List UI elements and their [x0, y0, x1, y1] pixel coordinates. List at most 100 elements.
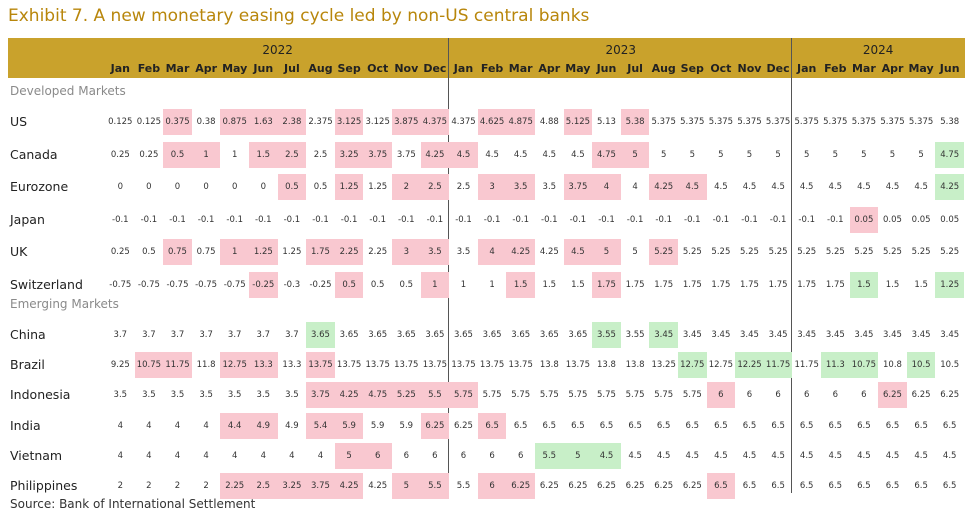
rate-cell: 5.9 — [334, 412, 364, 439]
rate-cell: 6.5 — [571, 420, 585, 431]
rate-cell: 6 — [460, 450, 467, 461]
rate-cell: 5.25 — [392, 382, 421, 409]
rate-cell: 3.125 — [365, 117, 390, 127]
rate-cell: 3.65 — [396, 330, 416, 340]
rate-cell: 4.375 — [451, 117, 476, 127]
rate-cell: 1 — [420, 272, 450, 298]
rate-cell: 6.5 — [477, 412, 507, 439]
year-divider — [791, 38, 793, 493]
rate-cell: 3.7 — [113, 330, 128, 340]
rate-cell: 6.5 — [914, 420, 928, 431]
rate-cell: 5 — [803, 149, 810, 160]
rate-cell: 2.5 — [313, 149, 328, 160]
rate-cell: 6 — [517, 450, 524, 461]
rate-cell: 5.25 — [854, 247, 874, 258]
rate-cell: 6.5 — [914, 481, 928, 491]
rate-cell: 6.25 — [625, 481, 645, 491]
rate-cell: 5 — [334, 442, 364, 469]
rate-cell: 5.38 — [620, 109, 650, 135]
rate-cell: 6 — [489, 450, 495, 461]
rate-cell: 6 — [477, 473, 507, 499]
rate-cell: 6 — [832, 390, 838, 401]
rate-cell: 3.5 — [506, 174, 535, 201]
rate-cell: 6.5 — [742, 420, 757, 431]
rate-cell: 2.5 — [456, 182, 471, 193]
rate-cell: 12.75 — [220, 352, 249, 379]
rate-cell: 4.5 — [571, 149, 585, 160]
rate-cell: 4 — [203, 450, 209, 461]
rate-cell: 6.5 — [599, 420, 614, 431]
rate-cell: 5 — [689, 149, 695, 160]
rate-cell: 1.25 — [368, 182, 388, 193]
rate-cell: 2.5 — [420, 174, 450, 201]
rate-cell: 3.5 — [456, 247, 471, 258]
rate-cell: 6.25 — [506, 473, 535, 499]
section-label: Developed Markets — [10, 84, 126, 98]
rate-cell: 5.5 — [420, 473, 450, 499]
rate-cell: 6.25 — [539, 481, 559, 491]
rate-cell: 4.5 — [828, 450, 843, 461]
rate-cell: 5 — [918, 149, 924, 160]
rate-cell: 4 — [174, 420, 181, 431]
rate-cell: 6.5 — [628, 420, 642, 431]
month-label: Aug — [308, 62, 333, 75]
rate-cell: 5.375 — [823, 117, 848, 127]
row-label: Switzerland — [10, 277, 83, 292]
rate-cell: 0 — [146, 182, 152, 193]
month-label: Apr — [195, 62, 217, 75]
rate-cell: 3.45 — [711, 330, 731, 340]
rate-cell: 3.75 — [563, 174, 593, 201]
rate-cell: 4.5 — [771, 450, 785, 461]
rate-cell: 5.25 — [740, 247, 759, 258]
rate-cell: 13.75 — [565, 360, 591, 371]
rate-cell: 4.5 — [563, 239, 593, 266]
rate-cell: 1 — [220, 239, 249, 266]
rate-cell: 1.25 — [249, 239, 278, 266]
rate-cell: -0.1 — [283, 214, 301, 225]
rate-cell: 0.5 — [163, 141, 192, 168]
rate-cell: 4 — [146, 450, 152, 461]
rate-cell: 4.5 — [828, 182, 843, 193]
year-divider — [448, 38, 450, 493]
rate-cell: 3.7 — [256, 330, 271, 340]
month-label: Jul — [284, 62, 300, 75]
rate-cell: 10.75 — [849, 352, 879, 379]
rate-cell: 1.75 — [740, 280, 759, 290]
rate-cell: 5.75 — [449, 382, 478, 409]
rate-cell: 0.75 — [163, 239, 192, 266]
rate-cell: 3.45 — [911, 330, 931, 340]
rate-cell: 4 — [117, 450, 123, 461]
rate-cell: 13.8 — [539, 360, 559, 371]
rate-cell: 1.5 — [542, 280, 557, 290]
rate-cell: 5.375 — [680, 117, 705, 127]
rate-cell: 4.5 — [714, 450, 728, 461]
rate-cell: 11.75 — [794, 360, 819, 371]
rate-cell: 13.75 — [306, 352, 335, 379]
rate-cell: 3.25 — [277, 473, 307, 499]
rate-cell: 0.05 — [883, 214, 902, 225]
rate-cell: 6.25 — [878, 382, 907, 409]
rate-cell: 0 — [260, 182, 266, 193]
rate-cell: 4 — [592, 174, 621, 201]
rate-cell: 5.25 — [649, 239, 678, 266]
rate-cell: 6.5 — [742, 481, 757, 491]
rate-cell: 5.25 — [940, 247, 960, 258]
month-label: Mar — [508, 62, 533, 75]
rate-cell: -0.1 — [712, 214, 730, 225]
rate-cell: 3.75 — [363, 141, 392, 168]
row-label: Japan — [10, 211, 45, 227]
rate-cell: 13.3 — [282, 360, 302, 371]
section-label: Emerging Markets — [10, 297, 119, 311]
year-label: 2022 — [262, 43, 293, 57]
rate-cell: 1 — [191, 141, 221, 168]
rate-cell: 4 — [117, 420, 123, 431]
rate-cell: 2 — [117, 481, 123, 491]
rate-cell: 5.375 — [880, 117, 905, 127]
rate-cell: 5.375 — [794, 117, 819, 127]
rate-cell: 5 — [392, 473, 421, 499]
rate-cell: 5 — [592, 239, 621, 266]
month-label: May — [908, 62, 934, 75]
rate-cell: 3.65 — [368, 330, 388, 340]
rate-cell: 5 — [889, 149, 896, 160]
rate-cell: 1.75 — [797, 280, 817, 290]
